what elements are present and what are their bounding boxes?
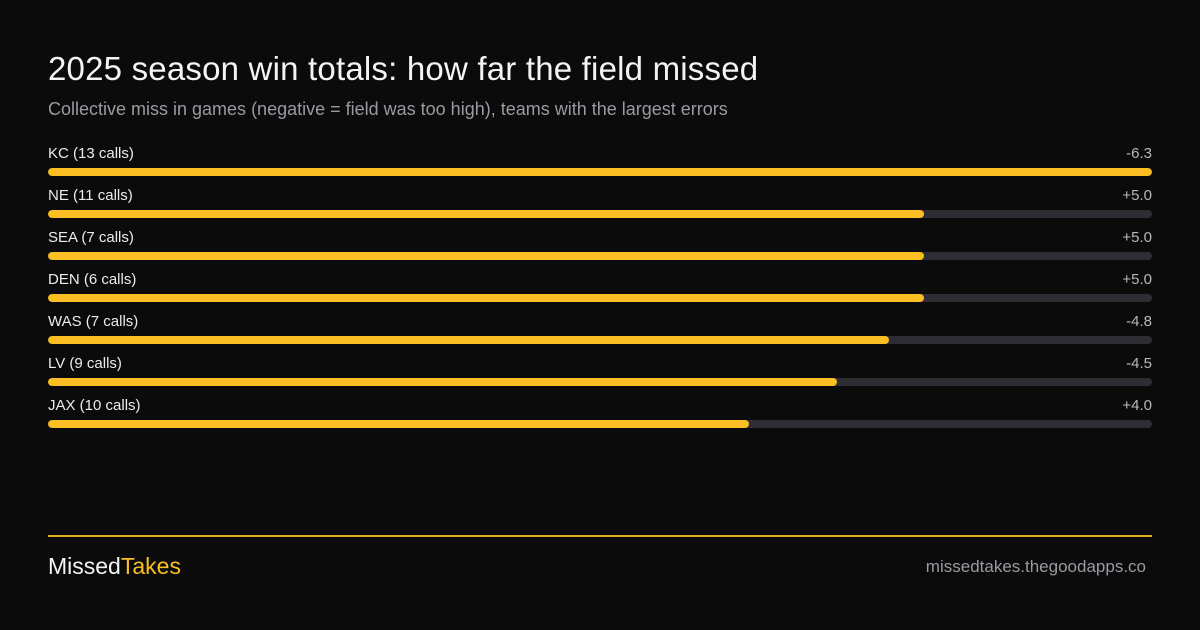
brand-word-missed: Missed [48,553,121,579]
chart-subtitle: Collective miss in games (negative = fie… [48,99,728,119]
bar-fill [48,210,925,218]
bar-value-label: +5.0 [1122,229,1152,246]
bar-row: KC (13 calls) -6.3 [48,143,1152,185]
bar-value-label: -4.8 [1126,313,1152,330]
bar-row: SEA (7 calls) +5.0 [48,227,1152,269]
bar-fill [48,378,837,386]
bar-track [48,210,1152,218]
bar-row: WAS (7 calls) -4.8 [48,311,1152,353]
bar-row: DEN (6 calls) +5.0 [48,269,1152,311]
chart-title: 2025 season win totals: how far the fiel… [48,50,759,87]
bar-track [48,336,1152,344]
bar-list: KC (13 calls) -6.3 NE (11 calls) +5.0 SEA (7… [48,143,1152,437]
bar-fill [48,420,749,428]
site-url[interactable]: missedtakes.thegoodapps.co [925,557,1146,576]
bar-value-label: -6.3 [1126,145,1152,162]
bar-value-label: +5.0 [1122,271,1152,288]
bar-track [48,168,1152,176]
bar-value-label: -4.5 [1126,355,1152,372]
brand-word-takes: Takes [120,553,181,579]
bar-track [48,252,1152,260]
bar-label: NE (11 calls) [48,187,133,204]
bar-fill [48,168,1152,176]
bar-label: KC (13 calls) [48,145,134,162]
bar-label: SEA (7 calls) [48,229,134,246]
bar-label: DEN (6 calls) [48,271,137,288]
bar-fill [48,252,925,260]
bar-fill [48,294,925,302]
bar-row: LV (9 calls) -4.5 [48,353,1152,395]
footer-divider [48,535,1152,537]
bar-fill [48,336,890,344]
bar-label: LV (9 calls) [48,355,122,372]
bar-track [48,378,1152,386]
bar-value-label: +4.0 [1122,397,1152,414]
bar-value-label: +5.0 [1122,187,1152,204]
bar-row: JAX (10 calls) +4.0 [48,395,1152,437]
brand-logo[interactable]: MissedTakes [48,553,181,580]
bar-label: WAS (7 calls) [48,313,139,330]
bar-track [48,420,1152,428]
bar-row: NE (11 calls) +5.0 [48,185,1152,227]
bar-label: JAX (10 calls) [48,397,141,414]
bar-track [48,294,1152,302]
